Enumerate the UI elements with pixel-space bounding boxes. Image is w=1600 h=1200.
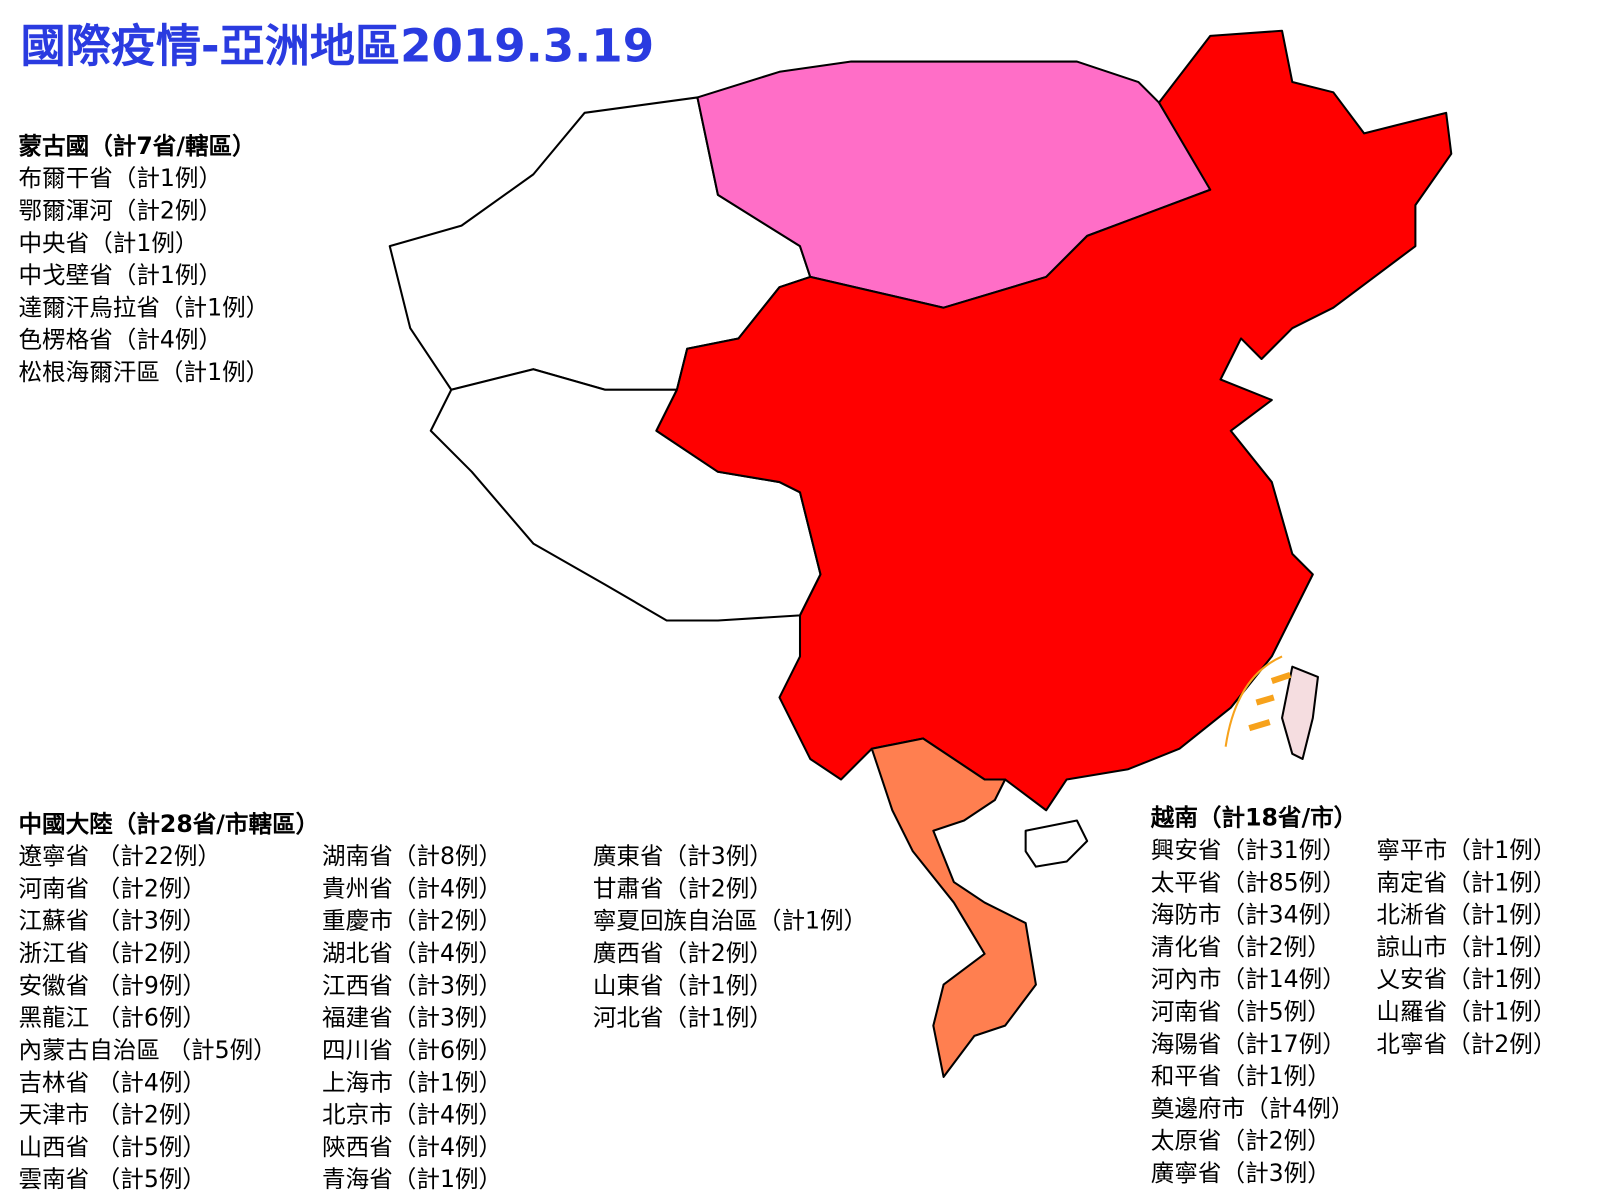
vietnam-item: 海陽省（計17例）: [1151, 1030, 1346, 1058]
vietnam-item: 寧平市（計1例）: [1376, 836, 1556, 864]
arrow: [1270, 671, 1292, 684]
china-item: 貴州省（計4例）: [322, 874, 502, 902]
mongolia-item: 鄂爾渾河（計2例）: [18, 196, 222, 224]
china-item: 青海省（計1例）: [322, 1165, 502, 1193]
vietnam-item: 興安省（計31例）: [1151, 836, 1346, 864]
china-item: 內蒙古自治區 （計5例）: [18, 1036, 276, 1064]
china-item: 湖南省（計8例）: [322, 842, 502, 870]
vietnam: [870, 737, 1037, 1078]
vietnam-item: 乂安省（計1例）: [1376, 965, 1556, 993]
vietnam-item: 清化省（計2例）: [1151, 933, 1331, 961]
china-item: 山西省 （計5例）: [18, 1133, 206, 1161]
china: [655, 29, 1453, 812]
china-item: 廣西省（計2例）: [593, 939, 773, 967]
mongolia-item: 中央省（計1例）: [18, 229, 198, 257]
vietnam-item: 河南省（計5例）: [1151, 997, 1331, 1025]
china-item: 上海市（計1例）: [322, 1068, 502, 1096]
china-item: 江蘇省 （計3例）: [18, 907, 206, 935]
china-item: 遼寧省 （計22例）: [18, 842, 221, 870]
mongolia-item: 中戈壁省（計1例）: [18, 261, 222, 289]
vietnam-item: 奠邊府市（計4例）: [1151, 1094, 1355, 1122]
title: 國際疫情-亞洲地區2019.3.19: [21, 20, 655, 73]
hainan: [1024, 819, 1089, 868]
china-item: 江西省（計3例）: [322, 971, 502, 999]
china-item: 河北省（計1例）: [593, 1004, 773, 1032]
china-item: 黑龍江 （計6例）: [18, 1004, 206, 1032]
vietnam-item: 太原省（計2例）: [1151, 1127, 1331, 1155]
china-item: 湖北省（計4例）: [322, 939, 502, 967]
china-item: 吉林省 （計4例）: [18, 1068, 206, 1096]
vietnam-item: 山羅省（計1例）: [1376, 997, 1556, 1025]
china-item: 雲南省 （計5例）: [18, 1165, 206, 1193]
china-item: 河南省 （計2例）: [18, 874, 206, 902]
china-item: 北京市（計4例）: [322, 1101, 502, 1129]
china-item: 天津市 （計2例）: [18, 1101, 206, 1129]
vietnam-item: 和平省（計1例）: [1151, 1062, 1331, 1090]
mongolia-item: 布爾干省（計1例）: [18, 164, 222, 192]
vietnam-item: 河內市（計14例）: [1151, 965, 1346, 993]
vietnam-item: 北淅省（計1例）: [1376, 901, 1556, 929]
vietnam-item: 廣寧省（計3例）: [1151, 1159, 1331, 1187]
china-item: 寧夏回族自治區（計1例）: [593, 907, 867, 935]
taiwan: [1281, 665, 1319, 760]
china-item: 安徽省 （計9例）: [18, 971, 206, 999]
mongolia-item: 達爾汗烏拉省（計1例）: [18, 293, 269, 321]
spread-arc: [1224, 655, 1283, 747]
china-item: 陝西省（計4例）: [322, 1133, 502, 1161]
vietnam-item: 太平省（計85例）: [1151, 868, 1346, 896]
china-item: 甘肅省（計2例）: [593, 874, 773, 902]
vietnam-item: 海防市（計34例）: [1151, 901, 1346, 929]
china-item: 山東省（計1例）: [593, 971, 773, 999]
arrow: [1248, 719, 1271, 732]
mongolia-item: 色楞格省（計4例）: [18, 326, 222, 354]
china-item: 福建省（計3例）: [322, 1004, 502, 1032]
mongolia-item: 松根海爾汗區（計1例）: [18, 358, 269, 386]
china-item: 重慶市（計2例）: [322, 907, 502, 935]
china-item: 廣東省（計3例）: [593, 842, 773, 870]
arrow: [1255, 694, 1275, 706]
china-item: 四川省（計6例）: [322, 1036, 502, 1064]
vietnam-item: 北寧省（計2例）: [1376, 1030, 1556, 1058]
map: [388, 29, 1453, 1078]
vietnam-item: 諒山市（計1例）: [1376, 933, 1556, 961]
china-heading: 中國大陸（計28省/市轄區）: [18, 810, 319, 838]
vietnam-item: 南定省（計1例）: [1376, 868, 1556, 896]
vietnam-heading: 越南（計18省/市）: [1151, 804, 1357, 832]
china-item: 浙江省 （計2例）: [18, 939, 206, 967]
mongolia-heading: 蒙古國（計7省/轄區）: [18, 132, 255, 160]
spread-arrows: [1248, 671, 1292, 732]
